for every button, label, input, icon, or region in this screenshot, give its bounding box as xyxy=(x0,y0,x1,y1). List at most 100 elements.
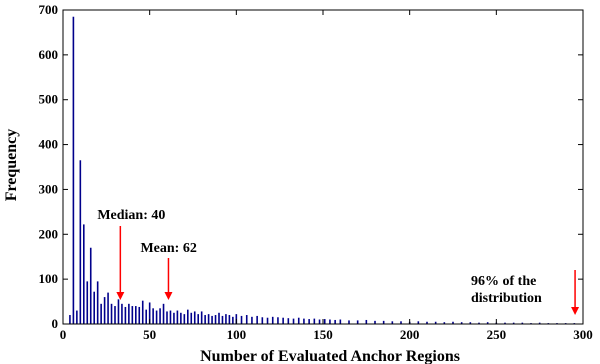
y-tick-label: 300 xyxy=(39,181,59,196)
histogram-bar xyxy=(162,303,165,324)
histogram-bar xyxy=(200,311,203,324)
distribution-annotation-line2: distribution xyxy=(471,291,542,306)
histogram-bar xyxy=(334,319,336,324)
y-tick-label: 600 xyxy=(39,47,59,62)
histogram-bar xyxy=(128,303,130,324)
histogram-bar xyxy=(218,312,220,324)
histogram-bar xyxy=(89,247,92,324)
histogram-bar xyxy=(400,321,402,324)
histogram-bar xyxy=(100,303,102,324)
histogram-bar xyxy=(478,322,480,324)
histogram-bar xyxy=(287,318,290,324)
histogram-bar xyxy=(93,291,95,324)
histogram-bar xyxy=(145,309,147,324)
histogram-bar xyxy=(180,312,182,324)
histogram-bar xyxy=(318,319,321,324)
histogram-bar xyxy=(141,300,144,324)
y-axis-label: Frequency xyxy=(3,129,20,202)
histogram-bar xyxy=(443,322,446,324)
histogram-bar xyxy=(329,319,331,324)
histogram-bar xyxy=(166,311,168,324)
histogram-bar xyxy=(225,314,227,324)
histogram-bar xyxy=(76,310,78,324)
histogram-bar xyxy=(323,319,326,324)
histogram-bar xyxy=(251,316,253,324)
histogram-bar xyxy=(173,312,175,324)
histogram-bar xyxy=(434,321,437,324)
histogram-bar xyxy=(266,317,269,324)
histogram-bar xyxy=(282,317,284,324)
histogram-bar xyxy=(79,160,82,324)
histogram-bar xyxy=(308,319,310,324)
histogram-bar xyxy=(245,315,248,324)
histogram-bar xyxy=(197,314,199,324)
histogram-bar xyxy=(103,297,106,324)
histogram-bar xyxy=(339,319,342,324)
bars-group xyxy=(69,16,576,324)
mean-annotation-label: Mean: 62 xyxy=(140,241,196,256)
histogram-bar xyxy=(382,320,385,324)
mean-arrow-head xyxy=(164,292,173,300)
histogram-bar xyxy=(176,310,179,324)
histogram-bar xyxy=(261,317,264,324)
histogram-bar xyxy=(86,281,89,324)
x-tick-label: 250 xyxy=(487,327,507,342)
histogram-bar xyxy=(204,315,206,324)
histogram-bar xyxy=(193,311,196,324)
histogram-bar xyxy=(538,322,541,324)
histogram-bar xyxy=(214,315,217,324)
histogram-bar xyxy=(452,321,454,324)
histogram-bar xyxy=(486,322,489,324)
histogram-bar xyxy=(356,320,359,324)
histogram-bar xyxy=(391,321,394,324)
histogram-bar xyxy=(121,303,123,324)
histogram-bar xyxy=(69,315,71,324)
histogram-bar xyxy=(460,322,463,324)
histogram-bar xyxy=(148,302,151,324)
histogram-bar xyxy=(138,306,141,324)
histogram-bar xyxy=(271,316,274,324)
histogram-bar xyxy=(135,306,137,324)
histogram-bar xyxy=(169,310,172,324)
y-tick-label: 700 xyxy=(39,2,59,17)
histogram-bar xyxy=(232,316,234,324)
ticks-group: 0 50 100 150 200 250 300 0 100 200 300 400 500 600 700 xyxy=(39,2,593,342)
median-arrow-head xyxy=(116,292,125,300)
histogram-bar xyxy=(131,306,134,324)
histogram-bar xyxy=(277,317,279,324)
x-tick-label: 150 xyxy=(313,327,333,342)
histogram-bar xyxy=(190,312,193,324)
histogram-bar xyxy=(207,314,210,324)
histogram-bar xyxy=(107,292,109,324)
histogram-bar xyxy=(365,319,368,324)
histogram-bar xyxy=(469,322,472,324)
x-tick-label: 100 xyxy=(227,327,247,342)
x-tick-label: 0 xyxy=(60,327,67,342)
histogram-bar xyxy=(124,306,127,324)
annotations-group: Median: 40 Mean: 62 96% of the distribution xyxy=(97,208,580,315)
histogram-bar xyxy=(114,306,116,324)
y-tick-label: 500 xyxy=(39,92,59,107)
histogram-bar xyxy=(303,318,305,324)
histogram-bar xyxy=(521,322,524,324)
histogram-bar xyxy=(110,303,113,324)
histogram-bar xyxy=(211,315,213,324)
histogram-bar xyxy=(374,320,376,324)
y-tick-label: 0 xyxy=(52,316,59,331)
histogram-bar xyxy=(72,16,75,324)
median-annotation-label: Median: 40 xyxy=(97,208,165,223)
histogram-bar xyxy=(417,321,420,324)
histogram-bar xyxy=(117,299,120,324)
distribution-arrow-head xyxy=(571,307,580,315)
histogram-bar xyxy=(187,309,189,324)
histogram-bar xyxy=(240,315,243,324)
histogram-bar xyxy=(183,314,186,324)
histogram-bar xyxy=(292,318,295,324)
histogram-bar xyxy=(313,318,316,324)
histogram-bar xyxy=(297,317,300,324)
distribution-annotation-line1: 96% of the xyxy=(471,274,536,289)
histogram-bar xyxy=(221,315,224,324)
histogram-bar xyxy=(152,308,154,324)
histogram-bar xyxy=(348,320,350,324)
histogram-bar xyxy=(159,308,161,324)
